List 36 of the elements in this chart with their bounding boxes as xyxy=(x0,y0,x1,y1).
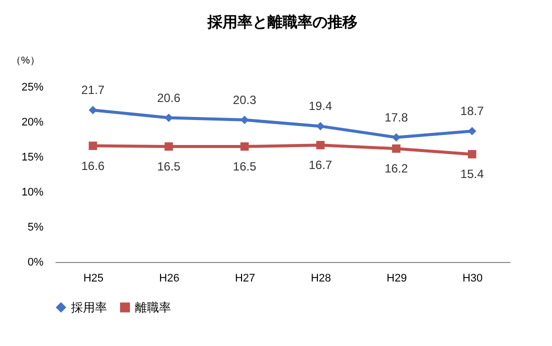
data-label: 16.6 xyxy=(81,158,105,173)
x-tick-label: H26 xyxy=(159,272,180,284)
point xyxy=(316,140,325,150)
y-tick-label: 0% xyxy=(28,256,44,268)
data-label: 20.3 xyxy=(232,92,257,107)
data-label: 17.8 xyxy=(384,110,408,124)
x-tick-label: H30 xyxy=(462,272,483,284)
y-tick-label: 15% xyxy=(21,152,44,164)
y-axis-title: （%） xyxy=(11,56,40,66)
chart-title: 採用率と離職率の推移 xyxy=(206,13,358,31)
x-tick-label: H25 xyxy=(83,272,104,284)
data-label: 19.4 xyxy=(308,99,332,114)
point xyxy=(392,133,400,142)
data-label: 21.7 xyxy=(81,83,105,98)
point xyxy=(392,144,400,153)
y-tick-label: 25% xyxy=(21,82,44,94)
y-tick-label: 5% xyxy=(28,222,44,234)
y-tick-label: 20% xyxy=(21,116,44,128)
legend-label: 離職率 xyxy=(135,300,171,314)
data-label: 18.7 xyxy=(460,104,484,118)
point xyxy=(240,142,249,151)
point xyxy=(164,114,173,122)
legend-label: 採用率 xyxy=(71,300,107,314)
data-label: 16.5 xyxy=(232,160,257,174)
y-tick-label: 10% xyxy=(21,186,44,198)
data-label: 15.4 xyxy=(460,167,484,182)
data-label: 20.6 xyxy=(157,90,181,105)
point xyxy=(164,142,173,151)
data-label: 16.7 xyxy=(308,158,332,172)
data-label: 16.5 xyxy=(157,160,181,174)
data-label: 16.2 xyxy=(384,162,408,176)
x-tick-label: H29 xyxy=(386,272,407,284)
point xyxy=(88,142,98,150)
x-tick-label: H27 xyxy=(234,272,256,284)
point xyxy=(468,150,476,158)
x-tick-label: H28 xyxy=(310,272,332,284)
